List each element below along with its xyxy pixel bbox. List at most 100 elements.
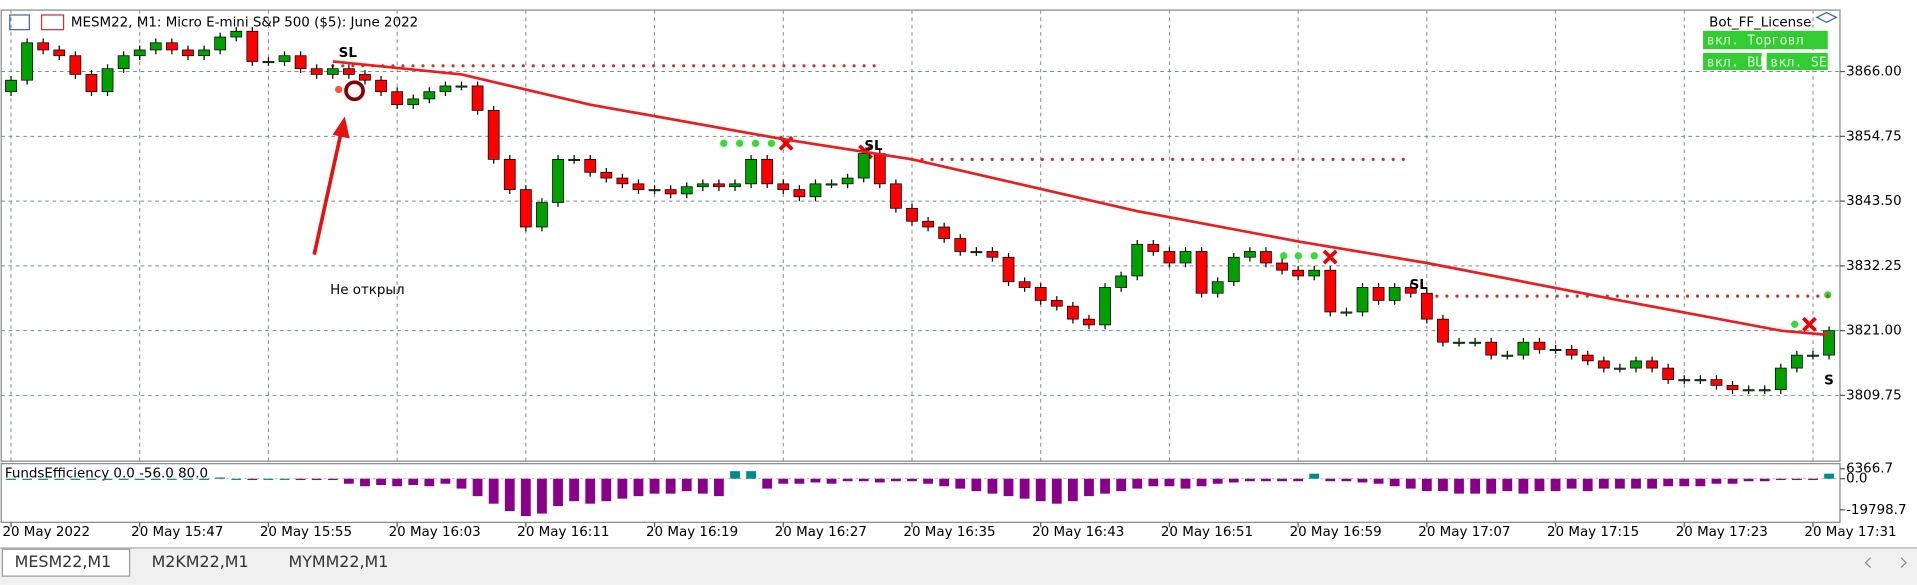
histogram-bar: [1518, 478, 1529, 494]
candle-body: [1758, 389, 1771, 392]
tab-label[interactable]: M2KM22,M1: [152, 552, 249, 571]
histogram-bar: [327, 478, 338, 480]
histogram-bar: [553, 478, 563, 507]
button-trade[interactable]: [1703, 30, 1828, 50]
x-tick-label: 20 May 17:23: [1676, 525, 1768, 540]
panel-title: Bot_FF_License: [1709, 15, 1811, 30]
histogram-bar: [1180, 478, 1191, 489]
tab-label[interactable]: MYMM22,M1: [289, 552, 389, 571]
candle-body: [117, 55, 130, 70]
annotation: SL: [1410, 278, 1429, 293]
histogram-bar: [762, 478, 773, 489]
menu-icon: [9, 14, 30, 31]
histogram-bar: [1389, 478, 1400, 487]
histogram-bar: [1051, 478, 1062, 504]
histogram-bar: [1582, 478, 1593, 492]
candle-body: [906, 207, 918, 222]
candle-body: [133, 49, 146, 57]
button-sel[interactable]: [1766, 52, 1828, 70]
histogram-bar: [54, 478, 65, 480]
histogram-bar: [1759, 478, 1770, 482]
histogram-bar: [1100, 478, 1110, 494]
tab-scroll[interactable]: [1864, 557, 1907, 569]
candle-body: [1163, 251, 1176, 264]
histogram-bar: [1679, 478, 1690, 487]
histogram-bar: [617, 478, 628, 499]
tab-active[interactable]: [1, 548, 131, 577]
button-label[interactable]: вкл. BU: [1707, 56, 1764, 71]
candle-body: [21, 42, 33, 81]
candle-body: [1437, 318, 1449, 343]
candle-body: [1147, 243, 1160, 252]
candle-body: [1420, 292, 1433, 320]
candle-body: [1807, 354, 1819, 357]
histogram-bar: [424, 478, 435, 487]
histogram-bar: [1775, 478, 1786, 480]
button-label[interactable]: вкл. SEL: [1770, 56, 1835, 71]
histogram-bar: [842, 478, 853, 482]
candle-body: [1227, 256, 1240, 283]
candle-body: [69, 55, 82, 75]
histogram-bar: [649, 478, 660, 494]
histogram-bar: [746, 471, 756, 479]
y-tick-label: -19798.7: [1846, 503, 1906, 518]
license-icon: [1815, 11, 1838, 23]
candle-body: [1099, 287, 1111, 326]
histogram-bar: [923, 478, 933, 484]
histogram-bar: [1309, 473, 1320, 479]
candle-body: [1485, 341, 1498, 356]
candle-body: [455, 85, 468, 88]
x-tick-label: 20 May 17:31: [1804, 525, 1896, 540]
candle-body: [182, 49, 194, 57]
candle-body: [423, 91, 436, 100]
tab-label[interactable]: MESM22,M1: [15, 552, 112, 571]
tab-bar: MESM22,M1 M2KM22,M1 MYMM22,M1: [0, 548, 1917, 585]
histogram-bar: [907, 478, 917, 482]
candle-body: [1243, 251, 1256, 258]
histogram-bar: [697, 478, 708, 494]
histogram-bar: [633, 478, 644, 497]
button-bu[interactable]: [1703, 52, 1762, 70]
arrow-head: [332, 116, 350, 139]
candle-body: [1179, 251, 1192, 264]
histogram-bar: [22, 478, 32, 480]
histogram-bar: [1148, 478, 1159, 487]
candle-body: [1726, 384, 1739, 391]
button-label[interactable]: вкл. Торговл: [1707, 34, 1804, 49]
candle-body: [101, 68, 114, 93]
y-tick-label: 3854.75: [1846, 129, 1902, 144]
candle-body: [1662, 367, 1675, 380]
candle-body: [1533, 341, 1546, 350]
candle-body: [487, 110, 500, 160]
histogram-bar: [1454, 478, 1464, 494]
candle-body: [326, 68, 339, 75]
histogram-bar: [38, 478, 49, 480]
candle-body: [616, 177, 629, 185]
y-tick-label: 3809.75: [1846, 388, 1902, 403]
histogram-bar: [810, 478, 821, 483]
histogram-bar: [537, 478, 547, 514]
x-tick-label: 20 May 16:35: [903, 525, 995, 540]
x-tick-label: 20 May 16:19: [646, 525, 738, 540]
histogram-bar: [376, 478, 386, 485]
sub-pane-frame: [0, 463, 1841, 523]
candle-body: [890, 183, 902, 209]
histogram-bar: [681, 478, 692, 492]
candle-body: [1742, 389, 1755, 392]
candle-body: [471, 85, 484, 111]
candle-body: [584, 158, 597, 173]
candle-body: [166, 42, 178, 51]
x-tick-label: 20 May 16:59: [1290, 525, 1382, 540]
x-tick-label: 20 May 16:51: [1161, 525, 1253, 540]
histogram-bar: [665, 478, 676, 494]
histogram-bar: [939, 478, 950, 487]
candle-body: [1115, 275, 1128, 288]
candle-body: [1501, 354, 1514, 357]
candle-body: [1581, 354, 1594, 362]
candle-body: [1791, 354, 1803, 369]
histogram-bar: [1003, 478, 1014, 497]
histogram-bar: [520, 478, 531, 517]
histogram-bar: [440, 478, 451, 484]
candle-body: [1549, 349, 1562, 351]
x-tick-label: 20 May 2022: [2, 525, 90, 540]
